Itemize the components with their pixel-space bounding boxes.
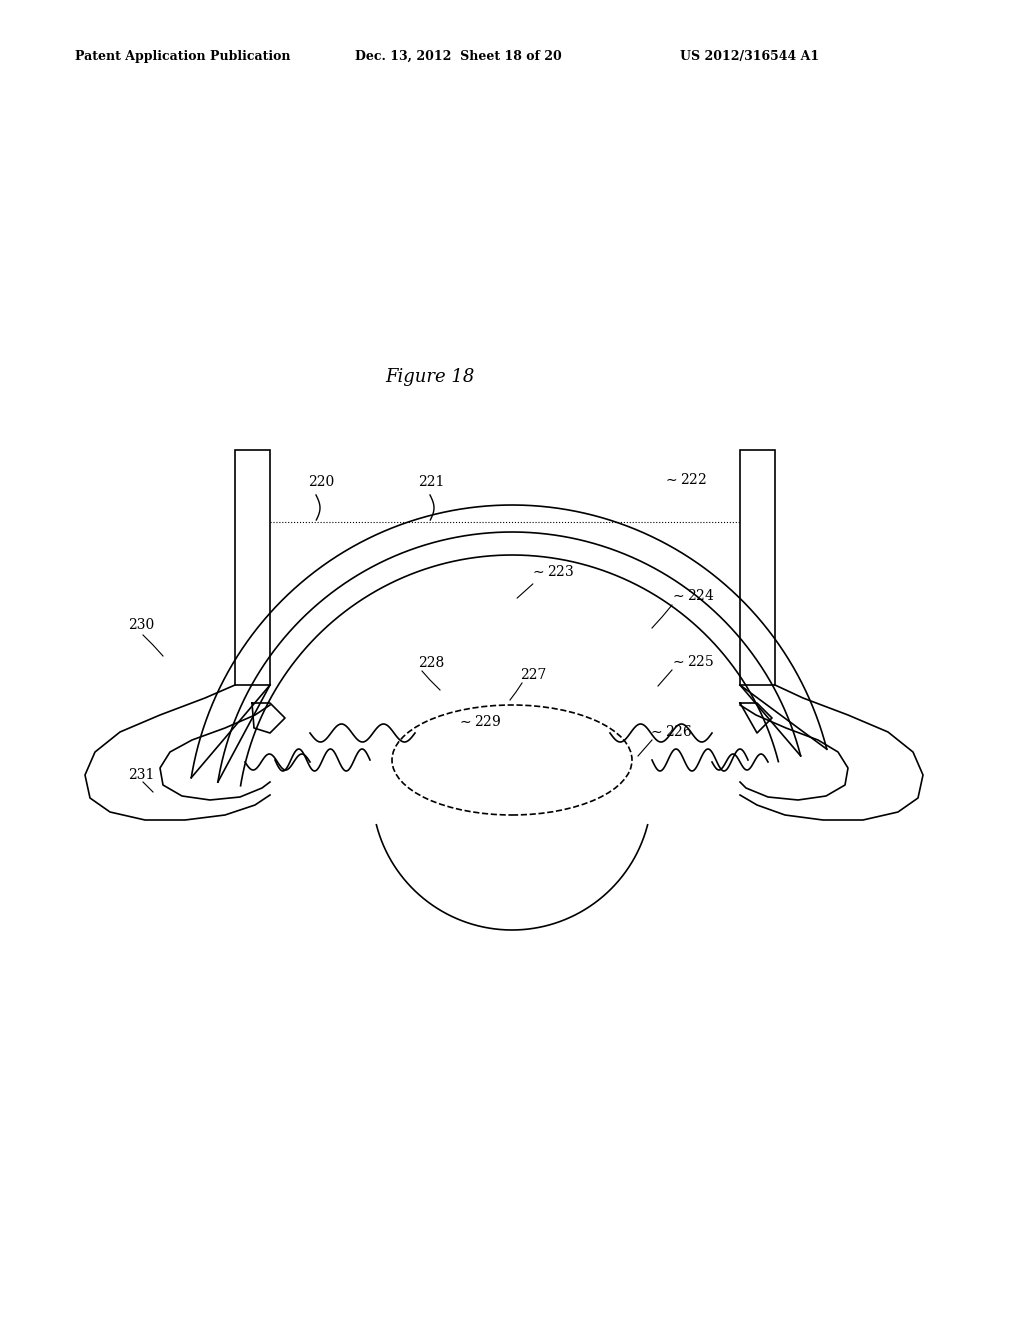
- Text: $\sim$226: $\sim$226: [648, 725, 692, 739]
- Text: 231: 231: [128, 768, 155, 781]
- Text: 220: 220: [308, 475, 334, 488]
- Text: Figure 18: Figure 18: [385, 368, 475, 385]
- Text: Patent Application Publication: Patent Application Publication: [75, 50, 291, 63]
- Text: $\sim$224: $\sim$224: [670, 587, 715, 602]
- Text: $\sim$225: $\sim$225: [670, 655, 715, 669]
- Text: $\sim$229: $\sim$229: [457, 714, 502, 730]
- Text: US 2012/316544 A1: US 2012/316544 A1: [680, 50, 819, 63]
- Text: 221: 221: [418, 475, 444, 488]
- Text: 230: 230: [128, 618, 155, 632]
- Bar: [740, 450, 775, 685]
- Text: Dec. 13, 2012  Sheet 18 of 20: Dec. 13, 2012 Sheet 18 of 20: [355, 50, 562, 63]
- Text: 228: 228: [418, 656, 444, 671]
- Bar: [234, 450, 270, 685]
- Text: 227: 227: [520, 668, 547, 682]
- Text: $\sim$222: $\sim$222: [663, 473, 707, 487]
- Text: $\sim$223: $\sim$223: [530, 565, 574, 579]
